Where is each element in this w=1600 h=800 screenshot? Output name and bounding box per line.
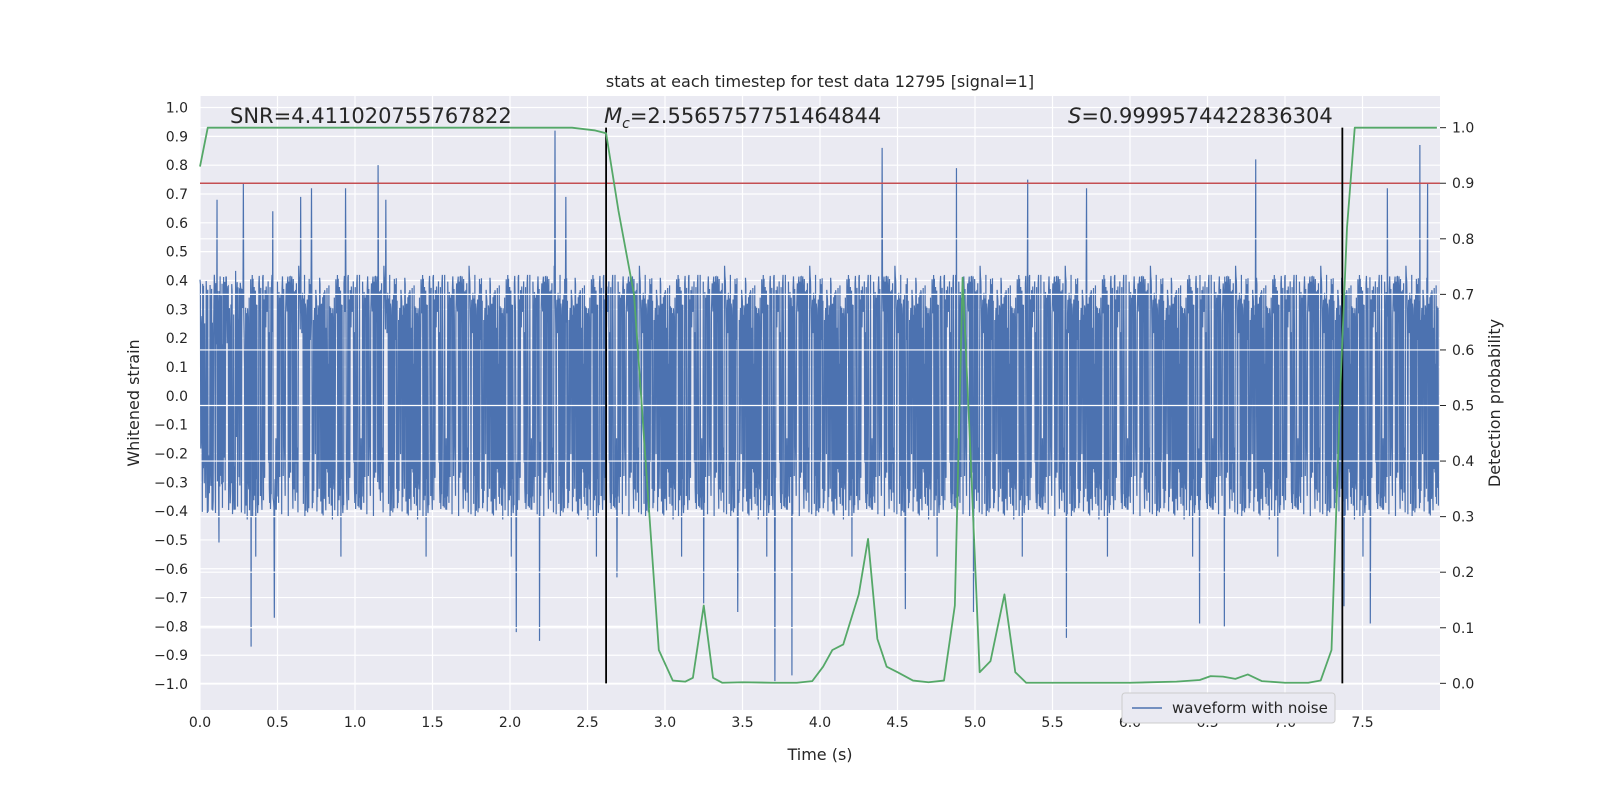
legend-box — [1121, 692, 1336, 724]
y-tick-label: −0.5 — [154, 533, 188, 549]
y-axis-label: Whitened strain — [124, 339, 143, 466]
y-tick-label: −0.6 — [154, 562, 188, 578]
chart-title: stats at each timestep for test data 127… — [606, 72, 1034, 91]
y2-axis-label: Detection probability — [1485, 319, 1504, 487]
y2-tick-label: 0.9 — [1452, 176, 1474, 192]
y2-tick-label: 0.1 — [1452, 621, 1474, 637]
s-value: =0.9999574422836304 — [1081, 104, 1332, 128]
x-tick-label: 4.5 — [886, 715, 908, 731]
probability-line — [199, 126, 1437, 684]
x-tick-label: 0.5 — [266, 715, 288, 731]
mc-annotation: Mc=2.5565757751464844 — [604, 104, 881, 132]
s-symbol: S — [1068, 104, 1081, 128]
y-tick-label: 0.2 — [166, 331, 188, 347]
x-tick-label: 5.5 — [1041, 715, 1063, 731]
y-tick-label: −0.9 — [154, 648, 188, 664]
y-tick-label: 0.5 — [166, 245, 188, 261]
y-tick-label: −0.7 — [154, 591, 188, 607]
y2-tick-label: 1.0 — [1452, 121, 1474, 137]
y-tick-label: −0.8 — [154, 619, 188, 635]
waveform-line — [199, 130, 1440, 682]
s-annotation: S=0.9999574422836304 — [1068, 104, 1333, 128]
x-tick-label: 0.0 — [189, 715, 211, 731]
y-tick-label: 1.0 — [166, 101, 188, 117]
y-tick-label: 0.7 — [166, 187, 188, 203]
x-axis-label: Time (s) — [786, 745, 852, 764]
x-tick-label: 4.0 — [809, 715, 831, 731]
y2-tick-label: 0.2 — [1452, 565, 1474, 581]
snr-annotation: SNR=4.411020755767822 — [230, 104, 512, 128]
y2-tick-label: 0.0 — [1452, 676, 1474, 692]
y2-tick-label: 0.7 — [1452, 287, 1474, 303]
y-tick-label: −0.2 — [154, 446, 188, 462]
y-tick-label: −0.1 — [154, 418, 188, 434]
y-tick-label: −0.3 — [154, 475, 188, 491]
x-tick-label: 3.0 — [654, 715, 676, 731]
x-tick-label: 7.5 — [1351, 715, 1373, 731]
y-tick-label: 0.8 — [166, 158, 188, 174]
y-tick-label: 0.0 — [166, 389, 188, 405]
x-tick-label: 1.5 — [421, 715, 443, 731]
y2-tick-label: 0.5 — [1452, 399, 1474, 415]
y2-tick-label: 0.3 — [1452, 510, 1474, 526]
x-tick-label: 1.0 — [344, 715, 366, 731]
y-tick-label: 0.3 — [166, 302, 188, 318]
mc-subscript: c — [622, 116, 630, 132]
y2-tick-label: 0.4 — [1452, 454, 1474, 470]
mc-value: =2.5565757751464844 — [630, 104, 881, 128]
mc-symbol: M — [604, 104, 622, 128]
y-tick-label: −1.0 — [154, 677, 188, 693]
x-tick-label: 2.5 — [576, 715, 598, 731]
x-tick-label: 3.5 — [731, 715, 753, 731]
x-tick-label: 5.0 — [964, 715, 986, 731]
y2-tick-label: 0.8 — [1452, 232, 1474, 248]
waveform-series — [199, 130, 1440, 682]
ticks: 0.00.51.01.52.02.53.03.54.04.55.05.56.06… — [154, 101, 1474, 731]
y2-tick-label: 0.6 — [1452, 343, 1474, 359]
y-tick-label: 0.9 — [166, 129, 188, 145]
y-tick-label: 0.1 — [166, 360, 188, 376]
y-tick-label: −0.4 — [154, 504, 188, 520]
overlay — [199, 126, 1440, 684]
y-tick-label: 0.6 — [166, 216, 188, 232]
legend-label: waveform with noise — [1172, 699, 1328, 717]
y-tick-label: 0.4 — [166, 273, 188, 289]
x-tick-label: 2.0 — [499, 715, 521, 731]
legend: waveform with noise — [1121, 692, 1336, 724]
